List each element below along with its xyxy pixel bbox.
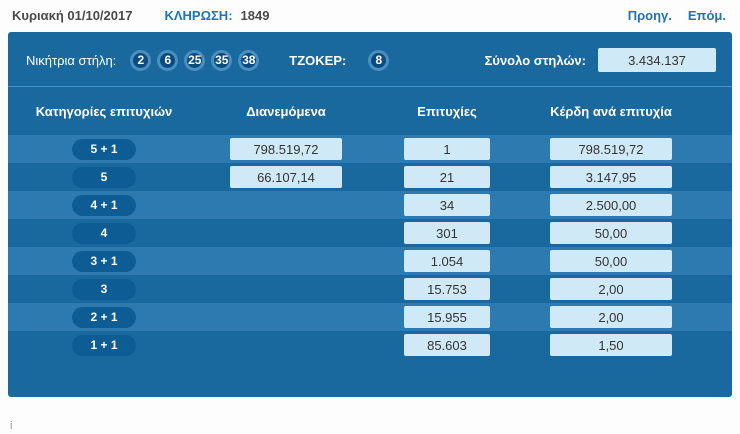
header-categories: Κατηγορίες επιτυχιών (35, 103, 173, 119)
wins-value: 21 (404, 166, 490, 188)
table-row: 4 301 50,00 (8, 219, 732, 247)
draw-label: ΚΛΗΡΩΣΗ: (164, 7, 233, 23)
category-badge: 1 + 1 (72, 334, 136, 356)
footer-partial-text: i (10, 420, 13, 432)
table-row: 5 66.107,14 21 3.147,95 (8, 163, 732, 191)
top-bar: Κυριακή 01/10/2017 ΚΛΗΡΩΣΗ: 1849 Προηγ. … (0, 0, 740, 30)
wins-value: 1.054 (404, 250, 490, 272)
joker-label: ΤΖΟΚΕΡ: (289, 52, 347, 68)
prize-value: 50,00 (550, 250, 672, 272)
winning-numbers-row: Νικήτρια στήλη: 2 6 25 35 38 ΤΖΟΚΕΡ: 8 Σ… (8, 32, 732, 87)
next-draw-link[interactable]: Επόμ. (687, 7, 726, 23)
prize-value: 798.519,72 (550, 138, 672, 160)
number-ball: 25 (184, 49, 206, 71)
category-badge: 2 + 1 (72, 306, 136, 328)
distributed-value: 66.107,14 (230, 166, 342, 188)
wins-value: 301 (404, 222, 490, 244)
draw-number: 1849 (240, 7, 270, 23)
wins-value: 34 (404, 194, 490, 216)
draw-date: Κυριακή 01/10/2017 (12, 7, 133, 23)
prize-value: 2,00 (550, 278, 672, 300)
prize-value: 2.500,00 (550, 194, 672, 216)
prize-value: 1,50 (550, 334, 672, 356)
prize-value: 50,00 (550, 222, 672, 244)
winning-column-label: Νικήτρια στήλη: (26, 52, 117, 68)
category-badge: 5 (72, 166, 136, 188)
winning-numbers: 2 6 25 35 38 (130, 49, 260, 71)
joker-ball: 8 (368, 49, 390, 71)
category-badge: 5 + 1 (72, 138, 136, 160)
table-row: 3 15.753 2,00 (8, 275, 732, 303)
header-distributed: Διανεμόμενα (246, 103, 326, 119)
distributed-value: 798.519,72 (230, 138, 342, 160)
category-badge: 3 + 1 (72, 250, 136, 272)
table-header-row: Κατηγορίες επιτυχιών Διανεμόμενα Επιτυχί… (8, 87, 732, 135)
previous-draw-link[interactable]: Προηγ. (627, 7, 672, 23)
category-badge: 4 + 1 (72, 194, 136, 216)
total-columns-label: Σύνολο στηλών: (484, 52, 586, 68)
wins-value: 15.955 (404, 306, 490, 328)
prize-value: 2,00 (550, 306, 672, 328)
header-prize-per-win: Κέρδη ανά επιτυχία (550, 103, 672, 119)
wins-value: 85.603 (404, 334, 490, 356)
total-columns: Σύνολο στηλών: 3.434.137 (485, 48, 716, 72)
table-row: 4 + 1 34 2.500,00 (8, 191, 732, 219)
table-row: 5 + 1 798.519,72 1 798.519,72 (8, 135, 732, 163)
category-badge: 3 (72, 278, 136, 300)
category-badge: 4 (72, 222, 136, 244)
table-row: 2 + 1 15.955 2,00 (8, 303, 732, 331)
results-panel: Νικήτρια στήλη: 2 6 25 35 38 ΤΖΟΚΕΡ: 8 Σ… (8, 32, 732, 397)
wins-value: 1 (404, 138, 490, 160)
wins-value: 15.753 (404, 278, 490, 300)
number-ball: 35 (211, 49, 233, 71)
number-ball: 2 (130, 49, 152, 71)
table-row: 3 + 1 1.054 50,00 (8, 247, 732, 275)
header-wins: Επιτυχίες (417, 103, 477, 119)
number-ball: 38 (238, 49, 260, 71)
draw-navigation: Προηγ. Επόμ. (628, 8, 726, 23)
prize-value: 3.147,95 (550, 166, 672, 188)
total-columns-value: 3.434.137 (598, 48, 716, 72)
table-row: 1 + 1 85.603 1,50 (8, 331, 732, 359)
number-ball: 6 (157, 49, 179, 71)
